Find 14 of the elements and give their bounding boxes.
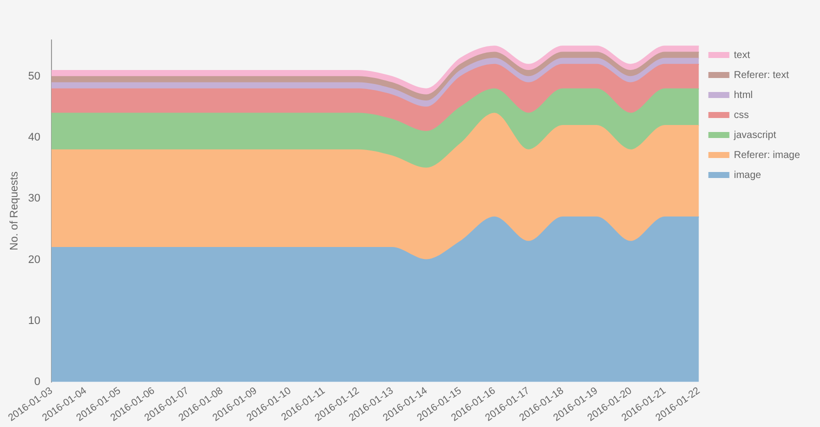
y-tick-label: 20 xyxy=(28,254,40,266)
y-tick-label: 40 xyxy=(28,132,40,144)
legend-label: javascript xyxy=(732,130,776,141)
y-tick-label: 10 xyxy=(28,314,40,327)
legend-label: css xyxy=(734,110,749,121)
legend-label: Referer: image xyxy=(734,150,800,161)
y-axis-title: No. of Requests xyxy=(8,170,21,250)
y-tick-label: 50 xyxy=(28,70,40,83)
legend-label: image xyxy=(734,170,762,181)
legend-label: Referer: text xyxy=(734,70,790,81)
legend-label: text xyxy=(734,50,750,61)
legend-label: html xyxy=(734,90,753,101)
y-tick-label: 0 xyxy=(34,376,40,388)
y-tick-label: 30 xyxy=(28,192,40,205)
